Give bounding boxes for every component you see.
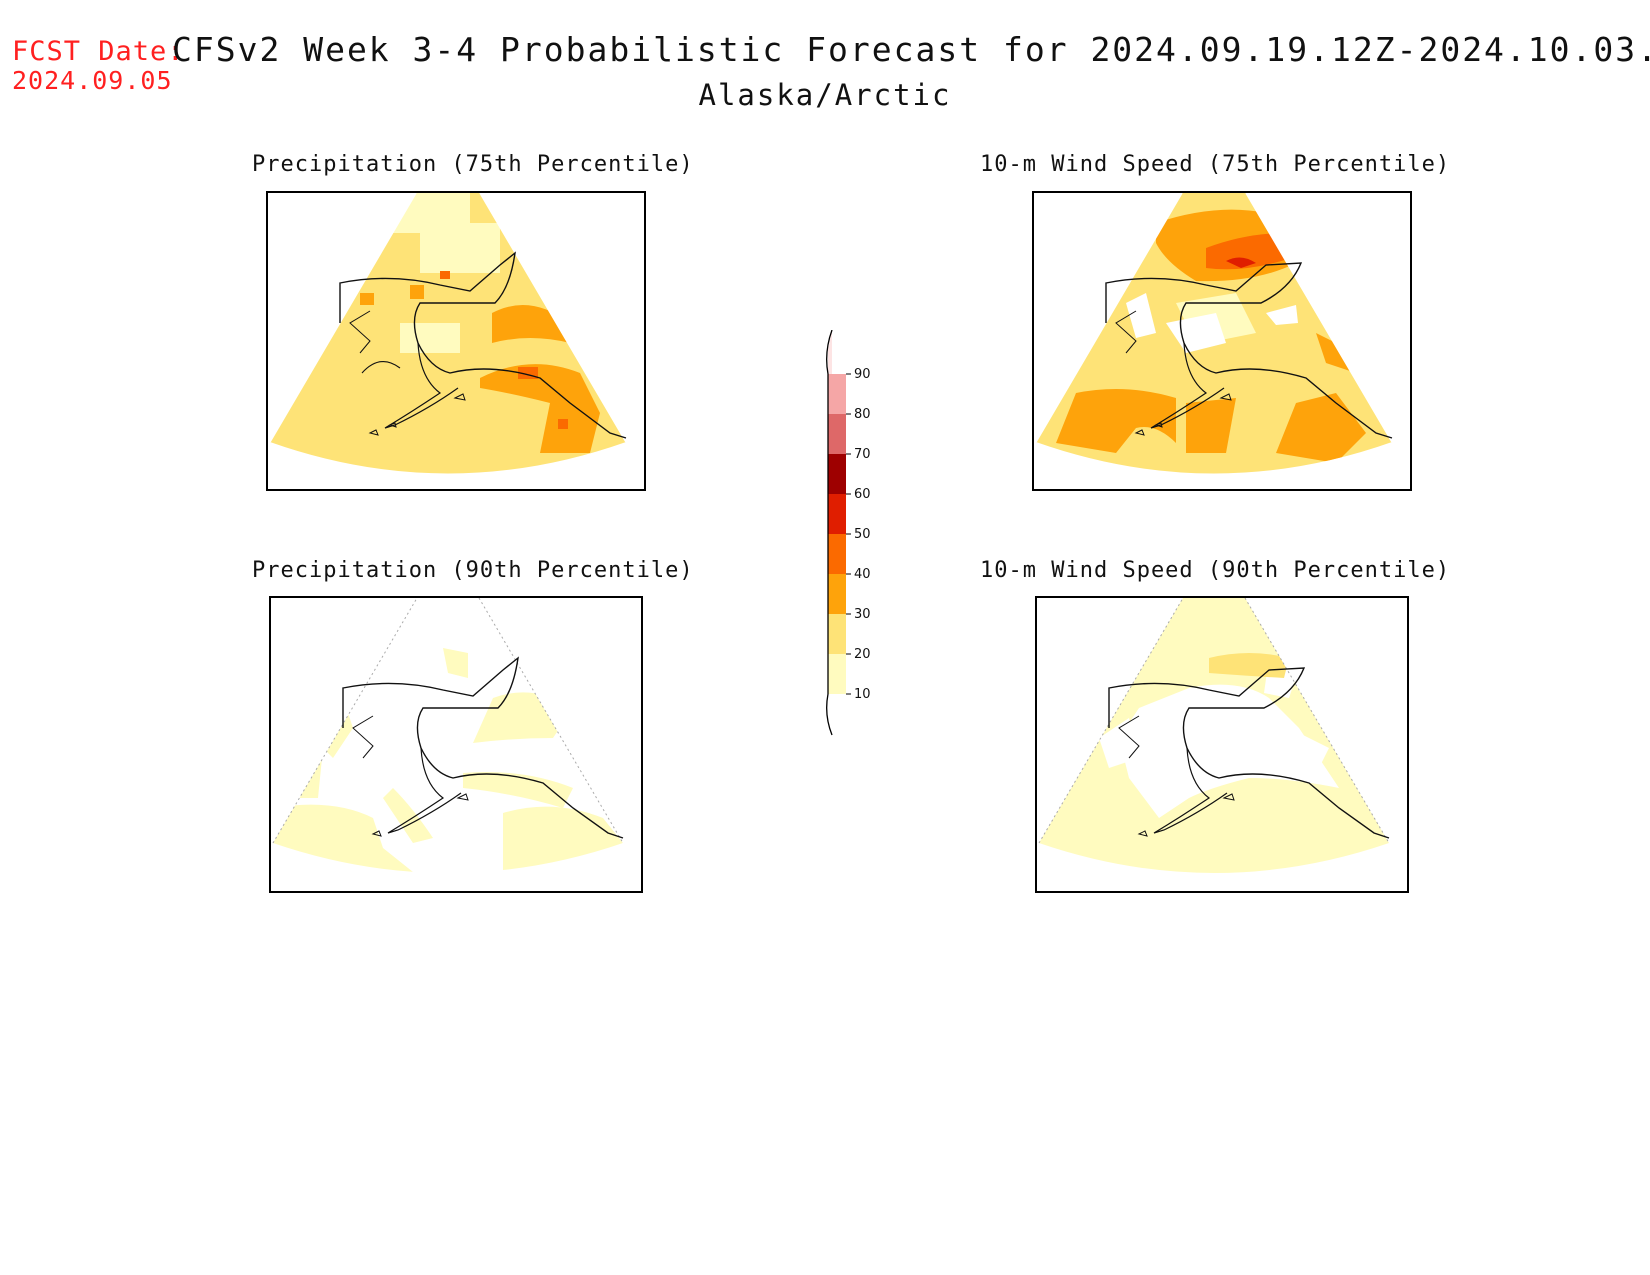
colorbar-segment-90plus [828, 330, 832, 374]
map-wind-75 [1032, 191, 1412, 491]
map-wind-90 [1035, 596, 1409, 893]
colorbar-segment-20-30 [828, 614, 846, 654]
panel-title-wind-75: 10-m Wind Speed (75th Percentile) [980, 152, 1451, 177]
colorbar-tick-label: 20 [854, 647, 871, 662]
map-precip-90 [269, 596, 643, 893]
colorbar-tick-label: 40 [854, 567, 871, 582]
panel-title-precip-90: Precipitation (90th Percentile) [252, 558, 694, 583]
colorbar-tick-label: 70 [854, 447, 871, 462]
map-precip-75 [266, 191, 646, 491]
colorbar-tick-label: 10 [854, 687, 871, 702]
colorbar-segment-70-80 [828, 414, 846, 454]
panel-title-wind-90: 10-m Wind Speed (90th Percentile) [980, 558, 1451, 583]
colorbar-tick-label: 80 [854, 407, 871, 422]
colorbar-segments [828, 330, 846, 694]
colorbar-tick-label: 50 [854, 527, 871, 542]
colorbar-tick-label: 30 [854, 607, 871, 622]
colorbar-segment-80-90 [828, 374, 846, 414]
colorbar-segment-60-70 [828, 454, 846, 494]
colorbar-segment-30-40 [828, 574, 846, 614]
colorbar-segment-40-50 [828, 534, 846, 574]
colorbar-tick-label: 60 [854, 487, 871, 502]
fcst-date-value: 2024.09.05 [12, 66, 173, 95]
colorbar-segment-50-60 [828, 494, 846, 534]
fcst-date-label: FCST Date: [12, 36, 185, 67]
colorbar-segment-10-20 [828, 654, 846, 694]
region-subtitle: Alaska/Arctic [698, 78, 952, 112]
colorbar: 10 20 30 40 50 60 70 80 90 [820, 329, 910, 750]
panel-title-precip-75: Precipitation (75th Percentile) [252, 152, 694, 177]
page-title: CFSv2 Week 3-4 Probabilistic Forecast fo… [172, 30, 1650, 69]
colorbar-tick-label: 90 [854, 367, 871, 382]
